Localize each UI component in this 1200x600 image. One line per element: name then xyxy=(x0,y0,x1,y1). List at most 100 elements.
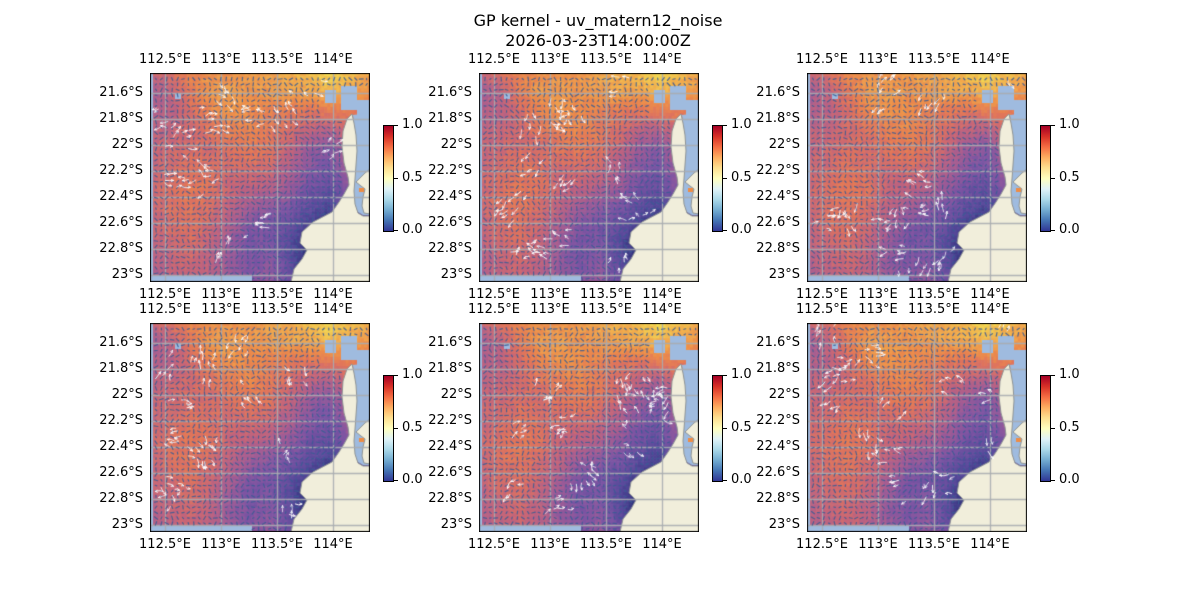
colorbar-tick-label: 0.5 xyxy=(731,420,752,435)
x-tick-label-top: 113.5°E xyxy=(251,302,303,317)
x-tick-label-bottom: 114°E xyxy=(970,537,1010,552)
y-tick-label: 23°S xyxy=(768,267,800,282)
x-tick-label-top: 114°E xyxy=(970,302,1010,317)
colorbar-tick xyxy=(723,230,727,231)
y-tick-label: 22.2°S xyxy=(428,413,472,428)
colorbar-tick xyxy=(394,125,398,126)
x-tick-label-bottom: 114°E xyxy=(642,537,682,552)
y-tick-label: 23°S xyxy=(440,517,472,532)
x-tick-label-top: 112.5°E xyxy=(796,302,848,317)
x-tick-label-top: 113°E xyxy=(201,52,241,67)
map-canvas xyxy=(150,323,370,532)
x-tick-label-bottom: 113°E xyxy=(858,537,898,552)
y-tick-label: 21.6°S xyxy=(428,85,472,100)
y-tick-label: 22.8°S xyxy=(756,491,800,506)
colorbar-tick xyxy=(1051,125,1055,126)
colorbar-tick-label: 0.0 xyxy=(1059,222,1080,237)
colorbar-tick-label: 1.0 xyxy=(402,117,423,132)
x-tick-label-top: 112.5°E xyxy=(468,52,520,67)
map-canvas xyxy=(479,73,699,282)
y-tick-label: 21.8°S xyxy=(756,361,800,376)
y-tick-label: 23°S xyxy=(440,267,472,282)
colorbar-tick xyxy=(394,428,398,429)
colorbar-tick xyxy=(723,178,727,179)
y-tick-label: 21.8°S xyxy=(428,111,472,126)
y-tick-label: 21.6°S xyxy=(756,335,800,350)
colorbar-tick-label: 0.5 xyxy=(402,170,423,185)
x-tick-label-bottom: 112.5°E xyxy=(796,287,848,302)
x-tick-label-top: 113°E xyxy=(858,302,898,317)
colorbar-tick-label: 0.5 xyxy=(402,420,423,435)
y-tick-label: 22.6°S xyxy=(99,465,143,480)
y-tick-label: 23°S xyxy=(111,267,143,282)
x-tick-label-bottom: 114°E xyxy=(642,287,682,302)
y-tick-label: 22.2°S xyxy=(756,413,800,428)
x-tick-label-bottom: 112.5°E xyxy=(468,287,520,302)
colorbar-tick xyxy=(1051,230,1055,231)
colorbar-tick-label: 0.0 xyxy=(731,222,752,237)
y-tick-label: 21.8°S xyxy=(99,361,143,376)
y-tick-label: 21.8°S xyxy=(756,111,800,126)
x-tick-label-bottom: 112.5°E xyxy=(139,537,191,552)
x-tick-label-bottom: 114°E xyxy=(313,287,353,302)
x-tick-label-top: 113.5°E xyxy=(251,52,303,67)
y-tick-label: 22.8°S xyxy=(99,241,143,256)
x-tick-label-top: 113.5°E xyxy=(908,302,960,317)
x-tick-label-bottom: 113.5°E xyxy=(251,537,303,552)
colorbar-gradient xyxy=(1040,125,1051,232)
y-tick-label: 22.4°S xyxy=(756,189,800,204)
x-tick-label-bottom: 113°E xyxy=(530,287,570,302)
y-tick-label: 23°S xyxy=(111,517,143,532)
x-tick-label-bottom: 112.5°E xyxy=(796,537,848,552)
y-tick-label: 21.6°S xyxy=(99,335,143,350)
colorbar-tick xyxy=(1051,480,1055,481)
x-tick-label-top: 114°E xyxy=(313,302,353,317)
y-tick-label: 22.4°S xyxy=(756,439,800,454)
colorbar-tick-label: 0.0 xyxy=(402,222,423,237)
x-tick-label-bottom: 114°E xyxy=(313,537,353,552)
y-tick-label: 22°S xyxy=(768,387,800,402)
y-tick-label: 22°S xyxy=(768,137,800,152)
colorbar-tick xyxy=(723,428,727,429)
map-canvas xyxy=(150,73,370,282)
y-tick-label: 21.6°S xyxy=(428,335,472,350)
colorbar-tick xyxy=(723,375,727,376)
x-tick-label-bottom: 113.5°E xyxy=(580,287,632,302)
x-tick-label-top: 113.5°E xyxy=(580,302,632,317)
colorbar-tick xyxy=(394,375,398,376)
x-tick-label-top: 112.5°E xyxy=(139,302,191,317)
colorbar-tick xyxy=(723,480,727,481)
colorbar-tick-label: 0.5 xyxy=(1059,170,1080,185)
x-tick-label-bottom: 113°E xyxy=(201,287,241,302)
x-tick-label-bottom: 112.5°E xyxy=(139,287,191,302)
colorbar-tick-label: 1.0 xyxy=(1059,117,1080,132)
colorbar-gradient xyxy=(383,375,394,482)
y-tick-label: 22°S xyxy=(111,137,143,152)
colorbar-tick-label: 0.0 xyxy=(731,472,752,487)
colorbar-tick xyxy=(1051,178,1055,179)
y-tick-label: 22°S xyxy=(111,387,143,402)
colorbar-tick-label: 1.0 xyxy=(402,367,423,382)
y-tick-label: 22.8°S xyxy=(428,491,472,506)
x-tick-label-bottom: 113°E xyxy=(530,537,570,552)
y-tick-label: 22.2°S xyxy=(756,163,800,178)
colorbar-tick-label: 0.5 xyxy=(731,170,752,185)
y-tick-label: 21.6°S xyxy=(99,85,143,100)
colorbar-tick xyxy=(394,480,398,481)
colorbar-tick xyxy=(394,178,398,179)
y-tick-label: 21.8°S xyxy=(99,111,143,126)
y-tick-label: 22.8°S xyxy=(99,491,143,506)
y-tick-label: 22.4°S xyxy=(428,189,472,204)
y-tick-label: 22.2°S xyxy=(99,163,143,178)
y-tick-label: 22.8°S xyxy=(428,241,472,256)
y-tick-label: 22.4°S xyxy=(99,189,143,204)
y-tick-label: 22.2°S xyxy=(428,163,472,178)
x-tick-label-top: 113.5°E xyxy=(580,52,632,67)
x-tick-label-top: 113.5°E xyxy=(908,52,960,67)
x-tick-label-bottom: 113.5°E xyxy=(251,287,303,302)
x-tick-label-bottom: 114°E xyxy=(970,287,1010,302)
map-canvas xyxy=(807,323,1027,532)
colorbar-tick-label: 1.0 xyxy=(731,117,752,132)
figure-title: GP kernel - uv_matern12_noise xyxy=(473,11,723,30)
